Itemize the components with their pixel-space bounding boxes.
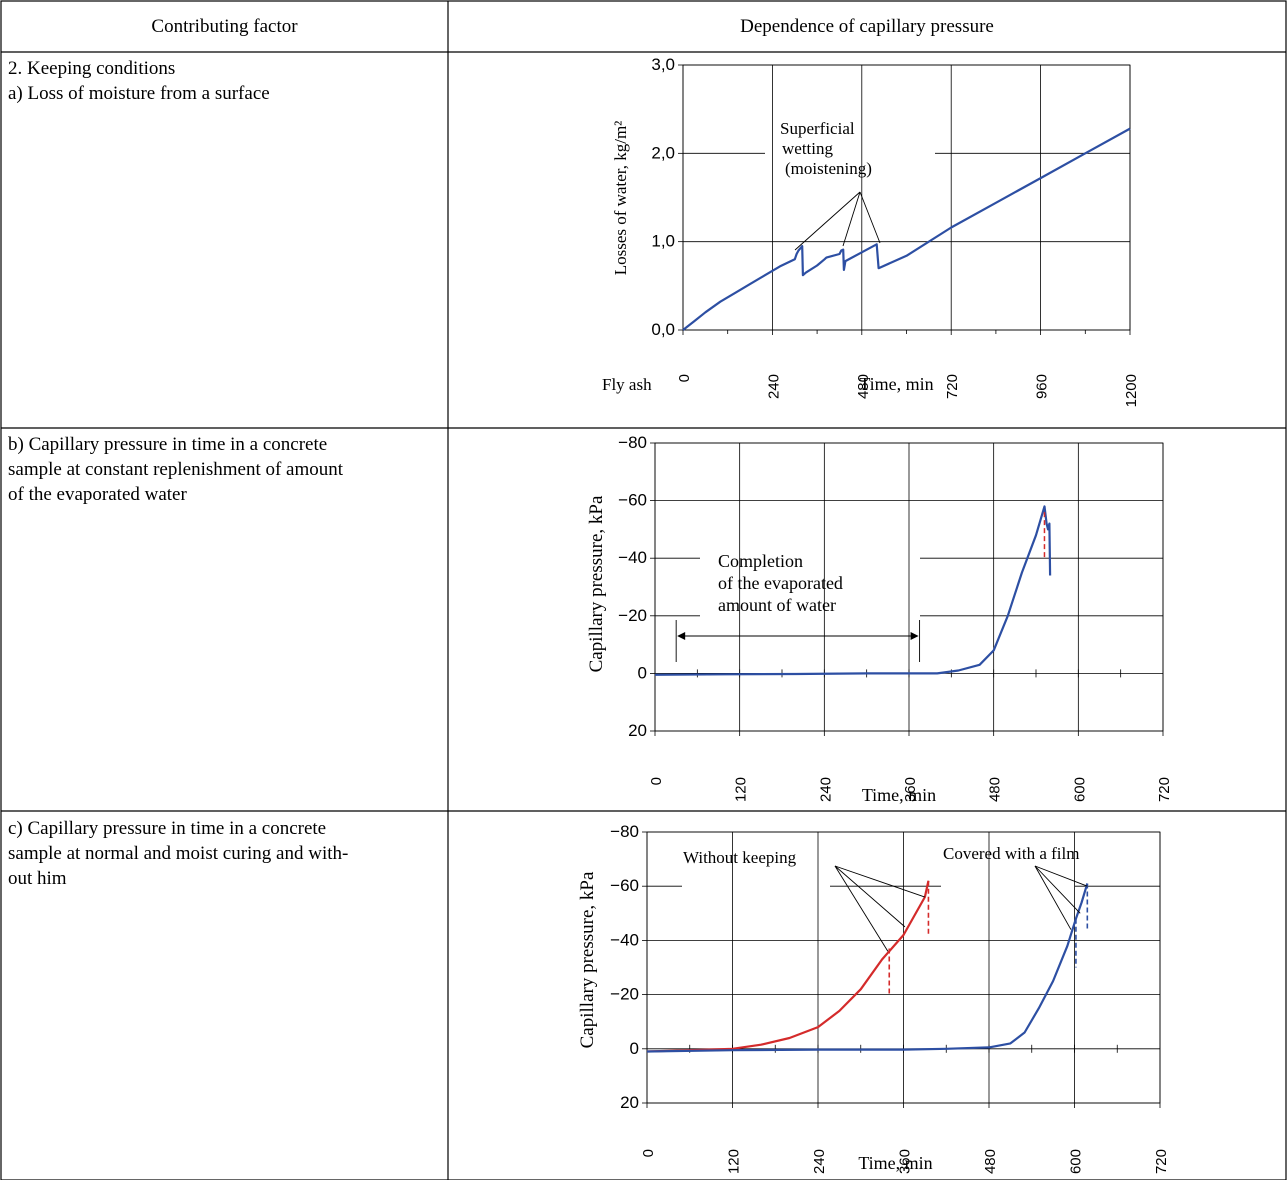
row-b-line3: of the evaporated water [8,484,187,505]
x-tick-label: 120 [726,1149,743,1174]
x-tick-label: 0 [676,374,693,382]
annotation-superficial-wetting: (moistening) [785,159,872,178]
arrow-head-right [910,632,919,640]
x-tick-label: 240 [811,1149,828,1174]
x-axis-label: Time, min [859,374,933,394]
x-tick-label: 480 [982,1149,999,1174]
row-b-factor: b) Capillary pressure in time in a concr… [8,432,343,507]
annotation-leader-line [1034,865,1072,930]
y-tick-label: 0 [638,663,647,682]
series-line-0 [646,880,930,1053]
x-tick-label: 240 [765,374,782,399]
y-tick-label: −40 [618,548,647,567]
y-tick-label: −80 [618,433,647,452]
series-line-0 [682,127,1131,331]
y-tick-label: 0 [630,1039,639,1058]
annotation-leader-line [1034,865,1088,887]
header-dependence: Dependence of capillary pressure [740,16,994,37]
y-axis-label: Losses of water, kg/m² [611,121,630,276]
x-tick-label: 960 [1034,374,1051,399]
x-axis-label: Time, min [862,785,936,805]
annotation-completion: amount of water [718,595,836,615]
y-tick-label: 3,0 [651,55,675,74]
y-tick-label: −60 [618,491,647,510]
annotation-leader-line [842,191,861,247]
series-line-2 [646,883,1089,1053]
x-tick-label: 120 [733,777,750,802]
annotation-completion: Completion [718,551,803,571]
y-axis-label: Capillary pressure, kPa [577,871,598,1048]
y-tick-label: 0,0 [651,320,675,339]
annotation-without-keeping: Without keeping [683,848,797,867]
annotation-completion: of the evaporated [718,573,843,593]
y-tick-label: −60 [610,876,639,895]
annotation-leader-line [794,191,861,251]
annotation-leader-line [834,865,889,952]
corner-label-fly-ash: Fly ash [602,375,652,394]
series-line-0 [654,505,1052,676]
y-tick-label: −40 [610,930,639,949]
annotation-leader-line [834,865,906,928]
annotation-leader-line [859,191,881,244]
x-tick-label: 720 [1156,777,1173,802]
row-a-line2: a) Loss of moisture from a surface [8,83,270,104]
x-tick-label: 0 [648,777,665,785]
x-tick-label: 240 [817,777,834,802]
x-tick-label: 720 [944,374,961,399]
header-contributing-factor: Contributing factor [151,16,298,37]
row-b-line1: b) Capillary pressure in time in a concr… [8,434,328,455]
y-axis-label: Capillary pressure, kPa [586,495,607,672]
x-tick-label: 600 [1071,777,1088,802]
row-c-factor: c) Capillary pressure in time in a concr… [8,816,348,891]
row-a-factor: 2. Keeping conditions a) Loss of moistur… [8,56,270,106]
y-tick-label: −20 [618,606,647,625]
row-a-line1: 2. Keeping conditions [8,58,176,79]
annotation-leader-line [834,865,926,898]
annotation-superficial-wetting: Superficial [780,119,855,138]
row-c-line1: c) Capillary pressure in time in a concr… [8,818,327,839]
y-tick-label: −80 [610,822,639,841]
x-tick-label: 360 [897,1149,914,1174]
row-c-line2: sample at normal and moist curing and wi… [8,843,349,864]
y-tick-label: 20 [628,721,647,740]
annotation-covered-film: Covered with a film [943,844,1079,863]
row-b-line2: sample at constant replenishment of amou… [8,459,344,480]
x-tick-label: 600 [1068,1149,1085,1174]
arrow-head-left [677,632,686,640]
annotation-superficial-wetting: wetting [782,139,833,158]
x-tick-label: 480 [855,374,872,399]
row-c-line3: out him [8,868,67,889]
y-tick-label: −20 [610,985,639,1004]
annotation-leader-line [1034,865,1081,914]
x-tick-label: 360 [902,777,919,802]
y-tick-label: 2,0 [651,143,675,162]
y-tick-label: 20 [620,1093,639,1112]
x-tick-label: 480 [987,777,1004,802]
x-tick-label: 1200 [1123,374,1140,407]
y-tick-label: 1,0 [651,232,675,251]
x-tick-label: 0 [640,1149,657,1157]
x-tick-label: 720 [1153,1149,1170,1174]
x-axis-label: Time, min [858,1153,932,1173]
